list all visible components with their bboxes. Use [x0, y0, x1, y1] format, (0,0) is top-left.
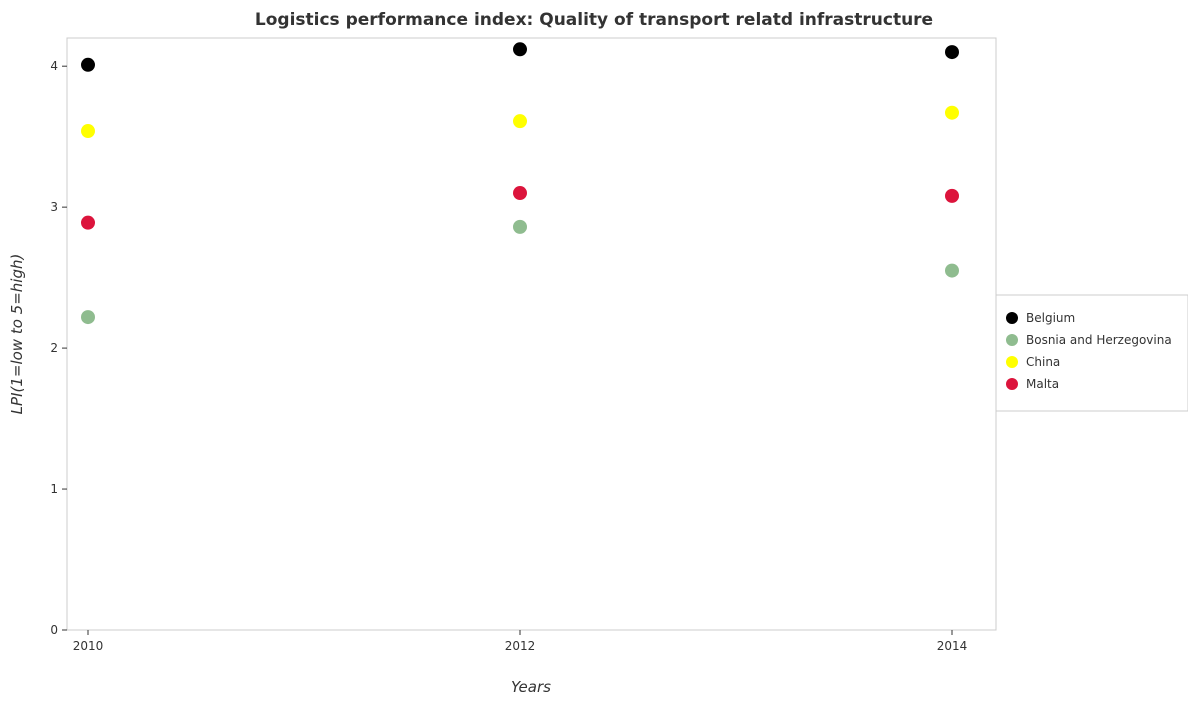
point-bosnia-and-herzegovina[interactable]: [945, 263, 959, 278]
legend-label-china: China: [1026, 355, 1060, 369]
y-tick-label: 4: [50, 59, 58, 73]
data-points: [81, 42, 959, 325]
point-belgium[interactable]: [513, 42, 527, 57]
y-tick-label: 1: [50, 482, 58, 496]
point-china[interactable]: [513, 114, 527, 129]
plot-area: [66, 37, 997, 631]
legend-marker-bosnia-and-herzegovina: [1006, 334, 1018, 346]
point-china[interactable]: [81, 124, 95, 139]
legend-label-bosnia-and-herzegovina: Bosnia and Herzegovina: [1026, 333, 1172, 347]
legend-box: [995, 294, 1188, 412]
legend-label-belgium: Belgium: [1026, 311, 1075, 325]
point-china[interactable]: [945, 105, 959, 120]
point-malta[interactable]: [81, 215, 95, 230]
x-tick-label: 2014: [937, 639, 968, 653]
point-malta[interactable]: [945, 188, 959, 203]
legend: Belgium Bosnia and Herzegovina China Malta: [995, 294, 1188, 412]
point-belgium[interactable]: [81, 57, 95, 72]
point-belgium[interactable]: [945, 45, 959, 60]
axis-ticks: 0 1 2 3 4 2010 2012 2014: [50, 59, 967, 653]
point-malta[interactable]: [513, 186, 527, 201]
y-tick-label: 3: [50, 200, 58, 214]
legend-label-malta: Malta: [1026, 377, 1059, 391]
legend-marker-china: [1006, 356, 1018, 368]
legend-marker-belgium: [1006, 312, 1018, 324]
y-tick-label: 0: [50, 623, 58, 637]
chart-title: Logistics performance index: Quality of …: [255, 10, 933, 30]
x-tick-label: 2012: [505, 639, 536, 653]
point-bosnia-and-herzegovina[interactable]: [513, 219, 527, 234]
y-tick-label: 2: [50, 341, 58, 355]
y-axis-label: LPI(1=low to 5=high): [8, 254, 26, 415]
legend-marker-malta: [1006, 378, 1018, 390]
point-bosnia-and-herzegovina[interactable]: [81, 310, 95, 325]
x-tick-label: 2010: [73, 639, 104, 653]
x-axis-label: Years: [511, 678, 551, 696]
